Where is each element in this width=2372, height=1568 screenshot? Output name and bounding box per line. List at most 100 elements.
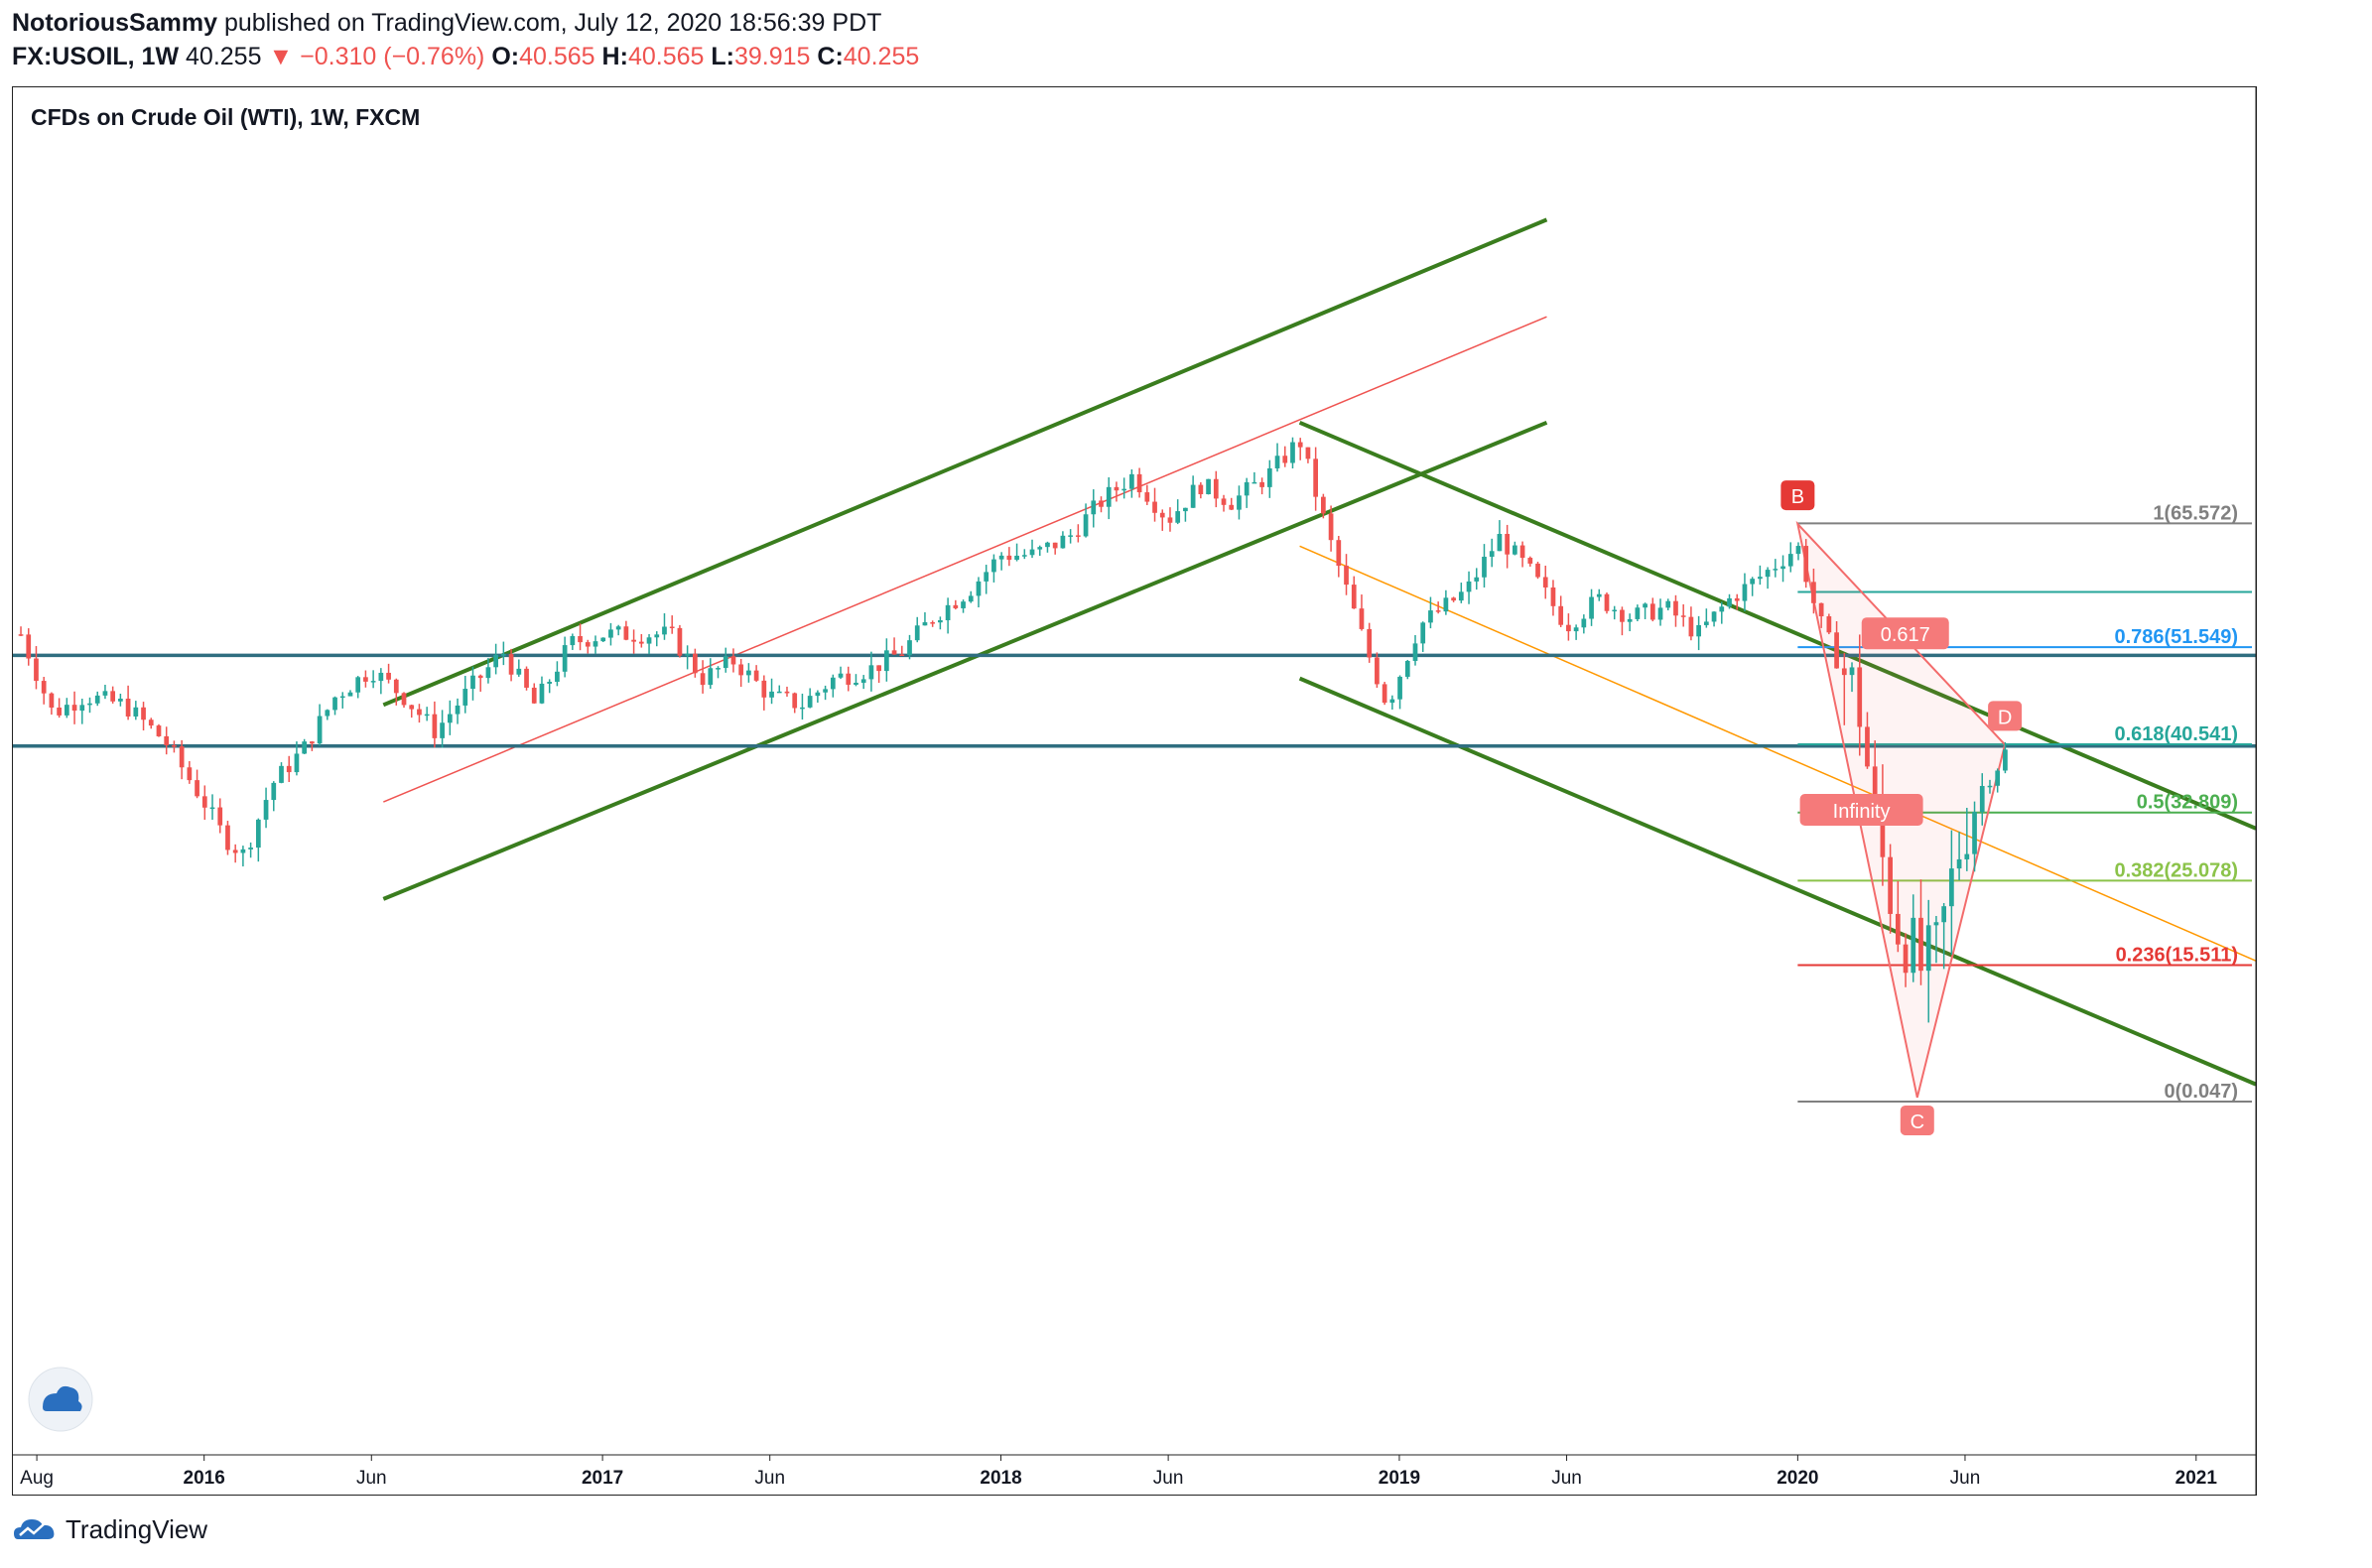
candle-body (1987, 785, 1993, 788)
candle-body (1620, 609, 1625, 622)
candle-body (1099, 500, 1104, 507)
low-label: L: (711, 43, 734, 70)
candle-body (1136, 473, 1142, 493)
candle-body (531, 687, 537, 704)
candle-body (148, 719, 154, 726)
candle-body (961, 601, 966, 608)
high-label: H: (601, 43, 628, 70)
candle-body (172, 744, 177, 747)
candle-body (1091, 500, 1097, 515)
candle-body (355, 677, 361, 693)
candle-body (1375, 657, 1380, 685)
candle-body (34, 658, 39, 682)
fib-level-label: 0.382(25.078) (2114, 859, 2238, 881)
tradingview-brand: TradingView (66, 1513, 208, 1544)
candle-body (1680, 615, 1686, 617)
x-tick-label: Jun (754, 1468, 785, 1489)
candle-body (914, 625, 920, 641)
tradingview-logo[interactable]: TradingView (12, 1513, 207, 1545)
candle-body (1542, 577, 1548, 588)
last-price: 40.255 (186, 43, 262, 70)
candle-body (209, 807, 215, 810)
candle-body (968, 595, 974, 602)
candle-body (71, 705, 77, 712)
pattern-point-label: B (1791, 486, 1804, 508)
candle-body (815, 692, 821, 697)
x-tick-label: Jun (1153, 1468, 1184, 1489)
descending-channel-upper (1298, 420, 2257, 831)
candle-body (164, 735, 170, 745)
candle-body (585, 642, 591, 647)
candle-body (240, 849, 246, 853)
descending-channel-midline (1299, 545, 2257, 962)
candle-body (1787, 554, 1793, 567)
close-label: C: (817, 43, 844, 70)
candle-body (1183, 507, 1188, 512)
candle-body (508, 654, 514, 675)
candle-body (1198, 484, 1204, 495)
candle-body (1266, 467, 1272, 487)
candle-body (953, 604, 959, 608)
candle-body (776, 691, 782, 694)
candle-body (125, 699, 131, 717)
candle-body (516, 668, 522, 675)
candle-body (1152, 501, 1157, 513)
pattern-point-badge (1988, 701, 2023, 731)
candle-body (1673, 600, 1678, 616)
candle-body (1458, 591, 1464, 601)
candle-body (761, 680, 767, 698)
candle-body (1389, 699, 1395, 704)
candle-body (1880, 800, 1886, 857)
candle-body (1221, 498, 1227, 505)
candle-body (638, 641, 644, 644)
author-name[interactable]: NotoriousSammy (12, 9, 217, 37)
candle-body (1344, 566, 1349, 586)
candle-body (738, 664, 744, 676)
candle-body (179, 746, 185, 768)
candle-body (1190, 484, 1196, 508)
pattern-ratio-badge (1799, 794, 1923, 827)
candle-body (1527, 558, 1533, 564)
ascending-channel-lower (382, 420, 1548, 901)
chart-svg[interactable]: 110.000100.00090.00080.00070.00060.00050… (13, 87, 2348, 1495)
candle-body (1021, 555, 1027, 557)
candle-body (1811, 582, 1816, 603)
candle-body (623, 626, 629, 640)
candle-body (1428, 610, 1433, 623)
candle-body (1696, 624, 1701, 637)
candle-body (1657, 607, 1663, 620)
candle-body (1941, 906, 1947, 923)
chart-frame[interactable]: 110.000100.00090.00080.00070.00060.00050… (12, 86, 2348, 1496)
candle-body (133, 707, 139, 717)
candle-body (1581, 618, 1587, 628)
candle-body (1795, 546, 1801, 555)
candle-body (600, 637, 606, 642)
candle-body (363, 677, 368, 682)
candle-body (1060, 535, 1066, 549)
candle-body (1420, 622, 1426, 644)
candle-body (1129, 473, 1134, 489)
candle-body (1121, 488, 1127, 491)
candle-body (1826, 616, 1832, 633)
candle-body (470, 675, 475, 690)
candle-body (1497, 533, 1503, 552)
candle-body (1566, 624, 1571, 632)
candle-body (1803, 546, 1809, 583)
tradingview-cloud-icon (14, 1519, 55, 1539)
candle-body (716, 668, 721, 670)
candle-body (891, 650, 897, 655)
candle-body (1313, 458, 1319, 497)
candle-body (823, 689, 828, 693)
pattern-ratio-label: Infinity (1833, 801, 1891, 823)
candle-body (1535, 563, 1540, 578)
candle-body (1359, 608, 1365, 629)
candle-body (462, 689, 468, 706)
candle-body (730, 656, 736, 665)
candle-body (907, 640, 912, 656)
candle-body (493, 654, 499, 668)
candle-body (1719, 606, 1725, 612)
candle-body (1114, 486, 1120, 491)
candle-body (87, 703, 92, 706)
ascending-channel-midline (383, 316, 1547, 803)
x-tick-label: 2019 (1379, 1468, 1420, 1489)
